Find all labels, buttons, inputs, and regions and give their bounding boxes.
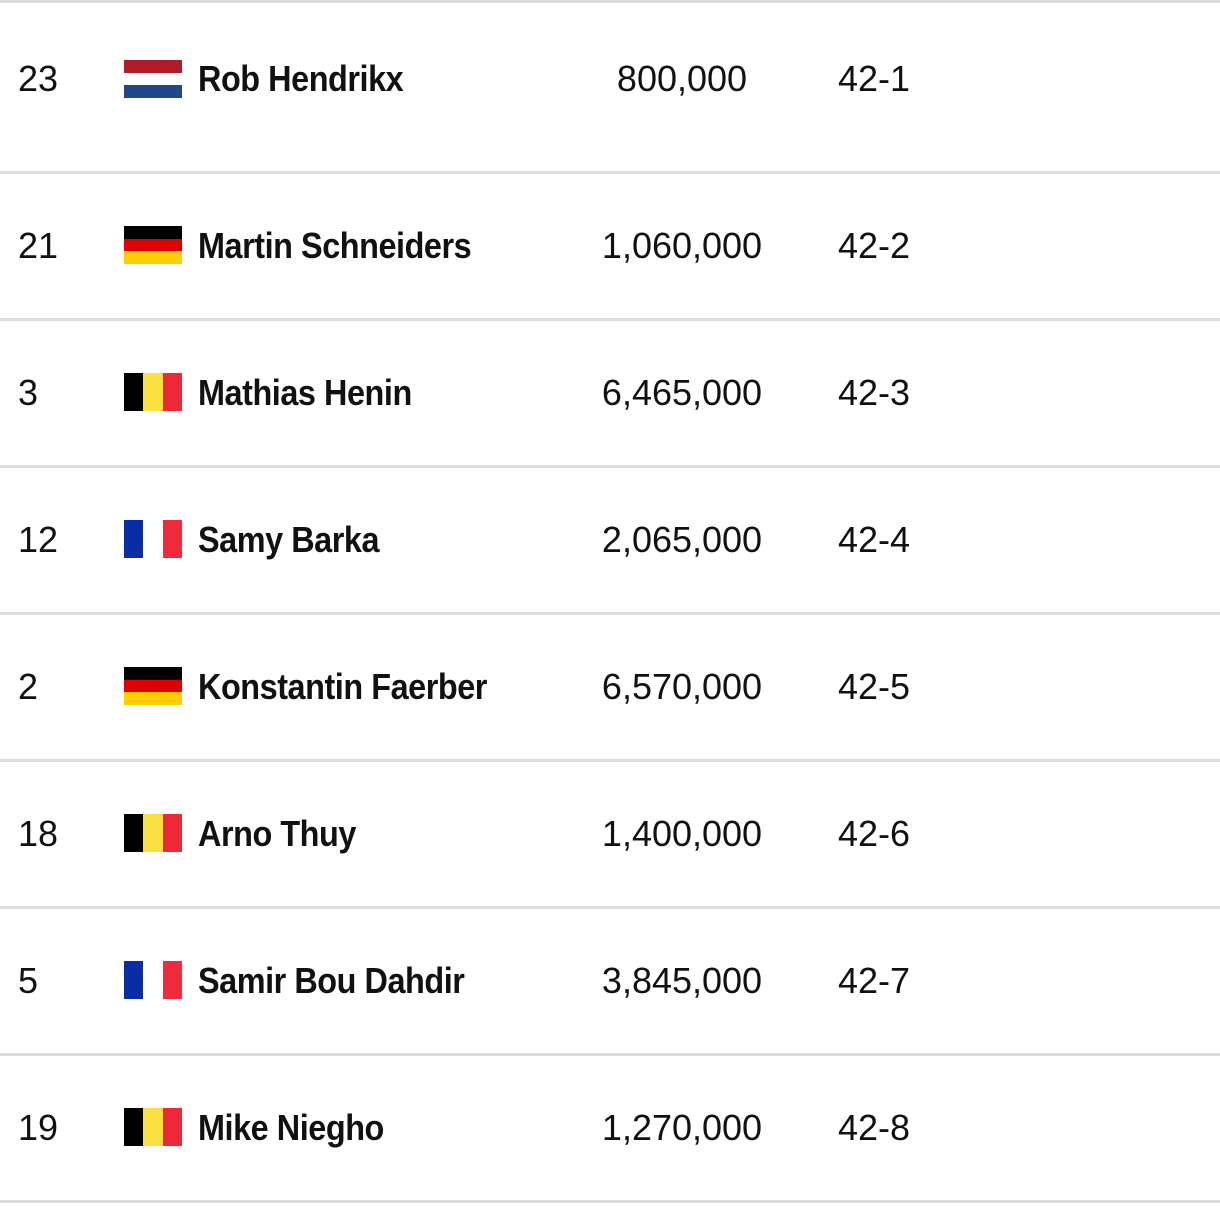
pick-code: 42-2 (838, 225, 911, 266)
pick-code: 42-1 (838, 58, 911, 99)
list-item[interactable]: 3 Mathias Henin 6,465,000 42-3 (0, 321, 1220, 468)
list-item[interactable]: 2 Konstantin Faerber 6,570,000 42-5 (0, 615, 1220, 762)
player-name[interactable]: Mike Niegho (198, 1107, 384, 1148)
rank-number: 5 (18, 960, 39, 1001)
pick-code: 42-4 (838, 519, 911, 560)
list-item[interactable]: 18 Arno Thuy 1,400,000 42-6 (0, 762, 1220, 909)
netherlands-flag-icon (124, 60, 182, 99)
player-name[interactable]: Martin Schneiders (198, 225, 472, 266)
pick-code: 42-6 (838, 813, 911, 854)
player-value: 2,065,000 (601, 519, 763, 560)
rank-number: 21 (18, 225, 59, 266)
rank-number: 12 (18, 519, 59, 560)
germany-flag-icon (124, 667, 182, 706)
belgium-flag-icon (124, 373, 182, 411)
rank-number: 2 (18, 666, 39, 707)
pick-code: 42-7 (838, 960, 911, 1001)
player-value: 6,465,000 (601, 372, 763, 413)
pick-code: 42-8 (838, 1107, 911, 1148)
rank-number: 18 (18, 813, 59, 854)
player-name[interactable]: Konstantin Faerber (198, 666, 487, 707)
player-name[interactable]: Rob Hendrikx (198, 58, 404, 99)
player-name[interactable]: Arno Thuy (198, 813, 356, 854)
player-name[interactable]: Mathias Henin (198, 372, 412, 413)
pick-code: 42-3 (838, 372, 911, 413)
rank-number: 19 (18, 1107, 59, 1148)
player-value: 6,570,000 (601, 666, 763, 707)
list-item[interactable]: 21 Martin Schneiders 1,060,000 42-2 (0, 174, 1220, 321)
pick-code: 42-5 (838, 666, 911, 707)
belgium-flag-icon (124, 814, 182, 852)
list-item[interactable]: 5 Samir Bou Dahdir 3,845,000 42-7 (0, 909, 1220, 1056)
list-item[interactable]: 12 Samy Barka 2,065,000 42-4 (0, 468, 1220, 615)
list-item[interactable]: 23 Rob Hendrikx 800,000 42-1 (0, 27, 1220, 174)
player-value: 1,270,000 (601, 1107, 763, 1148)
player-name[interactable]: Samir Bou Dahdir (198, 960, 465, 1001)
player-value: 1,060,000 (601, 225, 763, 266)
player-name[interactable]: Samy Barka (198, 519, 380, 560)
rank-number: 3 (18, 372, 39, 413)
player-value: 3,845,000 (601, 960, 763, 1001)
player-list: 23 Rob Hendrikx 800,000 42-1 21 Martin S… (0, 27, 1220, 1203)
france-flag-icon (124, 520, 182, 558)
player-value: 1,400,000 (601, 813, 763, 854)
top-divider (0, 0, 1220, 3)
list-item[interactable]: 19 Mike Niegho 1,270,000 42-8 (0, 1056, 1220, 1203)
player-value: 800,000 (616, 58, 748, 99)
belgium-flag-icon (124, 1108, 182, 1146)
france-flag-icon (124, 961, 182, 999)
germany-flag-icon (124, 226, 182, 265)
rank-number: 23 (18, 58, 59, 99)
